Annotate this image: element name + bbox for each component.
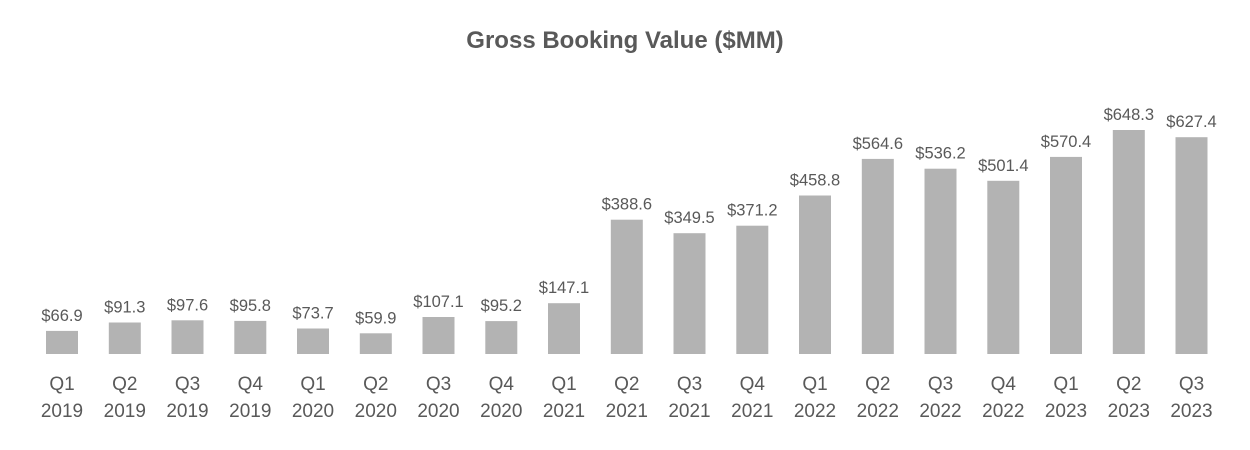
x-tick-quarter: Q1 bbox=[802, 374, 827, 395]
x-tick-quarter: Q4 bbox=[991, 374, 1017, 395]
x-tick-year: 2020 bbox=[355, 401, 397, 422]
data-label: $97.6 bbox=[167, 296, 208, 314]
data-label: $147.1 bbox=[539, 279, 589, 297]
data-label: $349.5 bbox=[664, 209, 714, 227]
x-tick-year: 2021 bbox=[668, 401, 710, 422]
x-tick-quarter: Q4 bbox=[238, 374, 264, 395]
bar bbox=[861, 158, 894, 354]
x-tick-year: 2019 bbox=[41, 401, 83, 422]
x-tick-quarter: Q1 bbox=[551, 374, 576, 395]
data-label: $91.3 bbox=[104, 299, 145, 317]
x-tick-year: 2022 bbox=[919, 401, 961, 422]
bar bbox=[422, 317, 455, 354]
x-tick-year: 2022 bbox=[794, 401, 836, 422]
x-tick-quarter: Q2 bbox=[363, 374, 388, 395]
bar bbox=[924, 168, 957, 354]
x-tick-quarter: Q2 bbox=[112, 374, 137, 395]
x-tick-year: 2020 bbox=[417, 401, 459, 422]
data-label: $371.2 bbox=[727, 202, 777, 220]
bar bbox=[297, 328, 329, 354]
bar bbox=[1050, 156, 1082, 354]
x-tick-quarter: Q2 bbox=[865, 374, 890, 395]
bar bbox=[736, 225, 769, 354]
x-tick-year: 2019 bbox=[229, 401, 271, 422]
x-tick-quarter: Q2 bbox=[1116, 374, 1141, 395]
x-tick-quarter: Q1 bbox=[300, 374, 325, 395]
bar bbox=[234, 320, 267, 354]
x-tick-quarter: Q2 bbox=[614, 374, 639, 395]
data-label: $648.3 bbox=[1104, 106, 1154, 124]
x-tick-quarter: Q1 bbox=[49, 374, 74, 395]
bar bbox=[171, 320, 204, 354]
x-tick-quarter: Q3 bbox=[426, 374, 451, 395]
data-label: $59.9 bbox=[355, 309, 396, 327]
bar bbox=[987, 180, 1020, 354]
bar bbox=[485, 321, 518, 354]
x-tick-year: 2023 bbox=[1045, 401, 1087, 422]
x-tick-quarter: Q3 bbox=[1179, 374, 1204, 395]
x-tick-quarter: Q4 bbox=[489, 374, 515, 395]
bar bbox=[359, 333, 392, 354]
x-tick-year: 2020 bbox=[480, 401, 522, 422]
data-label: $66.9 bbox=[41, 307, 82, 325]
x-tick-quarter: Q4 bbox=[740, 374, 766, 395]
bar bbox=[46, 330, 78, 354]
data-label: $536.2 bbox=[915, 145, 965, 163]
x-tick-quarter: Q1 bbox=[1053, 374, 1078, 395]
x-tick-year: 2021 bbox=[543, 401, 585, 422]
data-label: $95.8 bbox=[230, 297, 271, 315]
data-label: $73.7 bbox=[292, 305, 333, 323]
bar bbox=[610, 219, 643, 354]
x-tick-year: 2021 bbox=[731, 401, 773, 422]
x-tick-quarter: Q3 bbox=[928, 374, 953, 395]
x-tick-year: 2022 bbox=[982, 401, 1024, 422]
bar bbox=[1175, 137, 1208, 354]
bar bbox=[799, 195, 831, 354]
x-tick-year: 2021 bbox=[606, 401, 648, 422]
x-tick-quarter: Q3 bbox=[175, 374, 200, 395]
bar bbox=[1112, 130, 1145, 354]
data-label: $95.2 bbox=[481, 297, 522, 315]
x-tick-year: 2023 bbox=[1108, 401, 1150, 422]
data-label: $458.8 bbox=[790, 172, 840, 190]
data-label: $501.4 bbox=[978, 157, 1028, 175]
data-label: $564.6 bbox=[853, 135, 903, 153]
data-label: $570.4 bbox=[1041, 133, 1091, 151]
x-tick-year: 2022 bbox=[857, 401, 899, 422]
x-tick-year: 2020 bbox=[292, 401, 334, 422]
data-label: $388.6 bbox=[602, 196, 652, 214]
bar bbox=[548, 303, 580, 354]
chart-title: Gross Booking Value ($MM) bbox=[466, 27, 784, 54]
bar bbox=[673, 233, 706, 354]
data-label: $107.1 bbox=[413, 293, 463, 311]
data-label: $627.4 bbox=[1166, 113, 1216, 131]
x-tick-quarter: Q3 bbox=[677, 374, 702, 395]
x-tick-year: 2019 bbox=[104, 401, 146, 422]
bar bbox=[108, 322, 141, 354]
x-tick-year: 2019 bbox=[166, 401, 208, 422]
x-tick-year: 2023 bbox=[1170, 401, 1212, 422]
